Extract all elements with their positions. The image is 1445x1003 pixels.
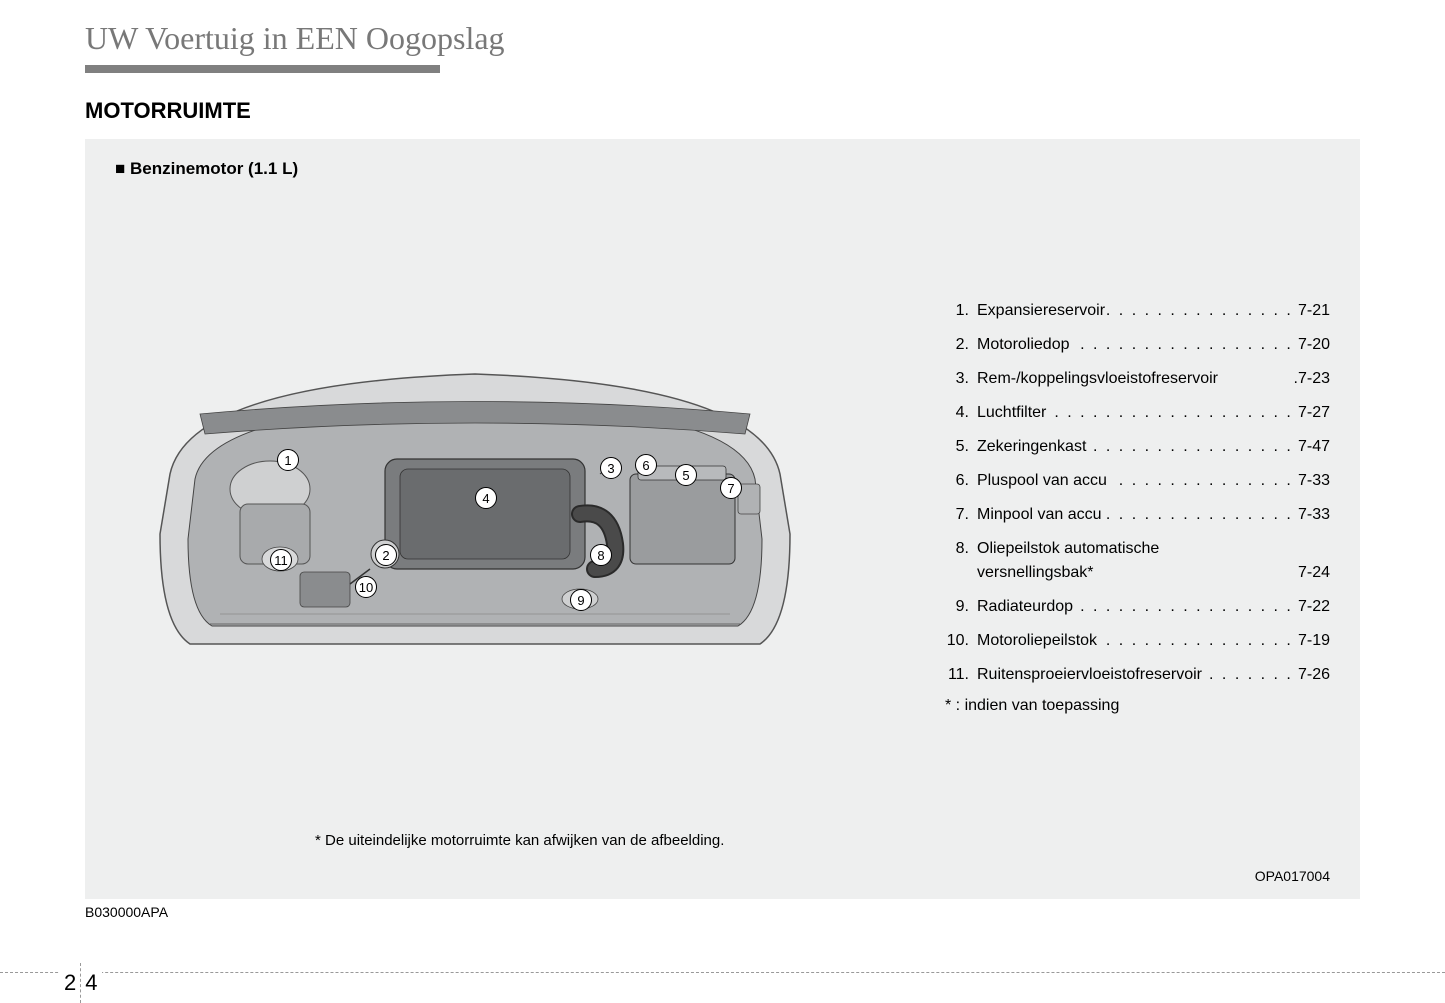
legend-text: . . . . . . . . . . . . . . . . . . . . … <box>977 629 1330 653</box>
legend-page: 7-27 <box>1296 401 1330 425</box>
engine-diagram: 1 2 3 4 56 7 8 9 10 11 <box>140 354 810 674</box>
legend-number: 8. <box>945 537 977 585</box>
legend-page: 7-33 <box>1296 469 1330 493</box>
legend-label: Pluspool van accu <box>977 472 1109 489</box>
legend-text: . . . . . . . . . . . . . . . . . . . . … <box>977 401 1330 425</box>
legend-label: versnellingsbak* <box>977 561 1330 585</box>
legend-item: 9.. . . . . . . . . . . . . . . . . . . … <box>945 595 1330 619</box>
legend-number: 4. <box>945 401 977 425</box>
callout-7: 7 <box>720 477 742 499</box>
callout-1: 1 <box>277 449 299 471</box>
legend-label: Expansiereservoir <box>977 302 1107 319</box>
legend-item: 1.. . . . . . . . . . . . . . . . . . . … <box>945 299 1330 323</box>
legend-text: . . . . . . . . . . . . . . . . . . . . … <box>977 299 1330 323</box>
legend-label: Minpool van accu <box>977 506 1104 523</box>
callout-8: 8 <box>590 544 612 566</box>
legend-item: 4.. . . . . . . . . . . . . . . . . . . … <box>945 401 1330 425</box>
page-page-number: 4 <box>85 970 97 996</box>
legend-text: . . . . . . . . . . . . . . . . . . . . … <box>977 595 1330 619</box>
reference-code: B030000APA <box>85 904 168 920</box>
legend-text: . . . . . . . . . . . . . . . . . . . . … <box>977 663 1330 687</box>
legend-list: 1.. . . . . . . . . . . . . . . . . . . … <box>945 299 1330 715</box>
page-number: 2 4 <box>60 963 102 1003</box>
legend-page: 7-33 <box>1296 503 1330 527</box>
legend-label: Oliepeilstok automatische <box>977 537 1330 561</box>
page-header: UW Voertuig in EEN Oogopslag <box>0 0 1445 62</box>
disclaimer-text: * De uiteindelijke motorruimte kan afwij… <box>315 832 724 849</box>
figure-code: OPA017004 <box>1255 868 1330 884</box>
legend-item: 10.. . . . . . . . . . . . . . . . . . .… <box>945 629 1330 653</box>
legend-text: . . . . . . . . . . . . . . . . . . . . … <box>977 469 1330 493</box>
engine-illustration <box>140 354 810 674</box>
legend-label: Ruitensproeiervloeistofreservoir <box>977 666 1204 683</box>
legend-item: 5.. . . . . . . . . . . . . . . . . . . … <box>945 435 1330 459</box>
legend-label: Motoroliepeilstok <box>977 632 1099 649</box>
legend-text: . . . . . . . . . . . . . . . . . . . . … <box>977 503 1330 527</box>
legend-label: Zekeringenkast <box>977 438 1088 455</box>
legend-page: 7-20 <box>1296 333 1330 357</box>
callout-10: 10 <box>355 576 377 598</box>
callout-11: 11 <box>270 549 292 571</box>
legend-item: 7.. . . . . . . . . . . . . . . . . . . … <box>945 503 1330 527</box>
legend-label: Rem-/koppelingsvloeistofreservoir <box>977 370 1220 387</box>
legend-line2: . . . . . . . . . . . . . . . . . . . . … <box>977 561 1330 585</box>
callout-4: 4 <box>475 487 497 509</box>
legend-number: 6. <box>945 469 977 493</box>
legend-number: 9. <box>945 595 977 619</box>
legend-number: 3. <box>945 367 977 391</box>
header-rule <box>85 65 440 73</box>
page-title: UW Voertuig in EEN Oogopslag <box>85 20 1360 57</box>
legend-label: Radiateurdop <box>977 598 1075 615</box>
legend-page: 7-47 <box>1296 435 1330 459</box>
legend-text: Oliepeilstok automatische. . . . . . . .… <box>977 537 1330 585</box>
legend-number: 2. <box>945 333 977 357</box>
legend-item: 6.. . . . . . . . . . . . . . . . . . . … <box>945 469 1330 493</box>
callout-3: 3 <box>600 457 622 479</box>
legend-item: 11.. . . . . . . . . . . . . . . . . . .… <box>945 663 1330 687</box>
legend-page: 7-24 <box>1296 561 1330 585</box>
legend-page: 7-26 <box>1296 663 1330 687</box>
page-number-divider <box>80 963 81 1003</box>
legend-page: 7-21 <box>1296 299 1330 323</box>
legend-label: Luchtfilter <box>977 404 1048 421</box>
legend-page: .7-23 <box>1292 367 1330 391</box>
callout-5: 5 <box>675 464 697 486</box>
callout-2: 2 <box>375 544 397 566</box>
legend-note: * : indien van toepassing <box>945 697 1330 715</box>
callout-9: 9 <box>570 589 592 611</box>
legend-item: 2.. . . . . . . . . . . . . . . . . . . … <box>945 333 1330 357</box>
legend-label: Motoroliedop <box>977 336 1072 353</box>
section-heading: MOTORRUIMTE <box>85 98 1360 124</box>
legend-text: Rem-/koppelingsvloeistofreservoir .7-23 <box>977 367 1330 391</box>
legend-item: 8.Oliepeilstok automatische. . . . . . .… <box>945 537 1330 585</box>
legend-page: 7-22 <box>1296 595 1330 619</box>
legend-number: 5. <box>945 435 977 459</box>
page-section-number: 2 <box>64 970 76 996</box>
page-footer: 2 4 <box>0 972 1445 973</box>
section-title-container: MOTORRUIMTE <box>0 73 1445 139</box>
legend-text: . . . . . . . . . . . . . . . . . . . . … <box>977 333 1330 357</box>
legend-number: 7. <box>945 503 977 527</box>
legend-page: 7-19 <box>1296 629 1330 653</box>
engine-label: Benzinemotor (1.1 L) <box>115 159 1330 179</box>
legend-number: 10. <box>945 629 977 653</box>
legend-number: 11. <box>945 663 977 687</box>
legend-text: . . . . . . . . . . . . . . . . . . . . … <box>977 435 1330 459</box>
legend-item: 3.Rem-/koppelingsvloeistofreservoir .7-2… <box>945 367 1330 391</box>
legend-number: 1. <box>945 299 977 323</box>
callout-6: 6 <box>635 454 657 476</box>
content-box: Benzinemotor (1.1 L) <box>85 139 1360 899</box>
